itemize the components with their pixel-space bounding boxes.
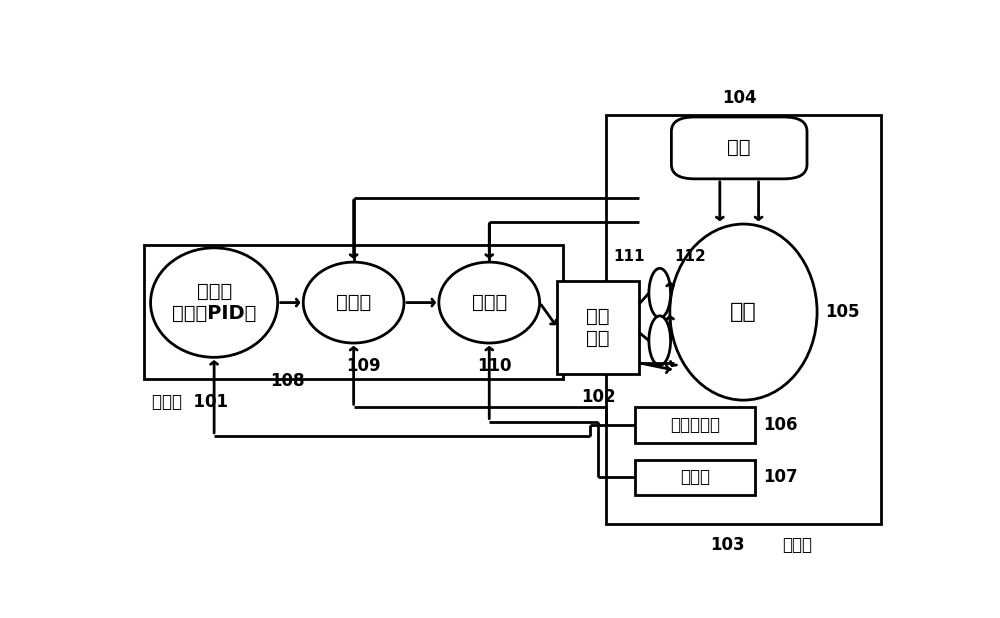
Text: 电位计: 电位计 (680, 468, 710, 486)
Ellipse shape (151, 248, 278, 357)
Ellipse shape (303, 262, 404, 343)
Text: 110: 110 (478, 357, 512, 375)
Bar (144, 245, 563, 379)
Text: 电机: 电机 (730, 302, 757, 322)
Text: 电源: 电源 (727, 138, 751, 158)
Text: 电流环: 电流环 (472, 293, 507, 312)
Ellipse shape (649, 268, 671, 318)
Ellipse shape (649, 316, 671, 365)
Bar (606, 114, 881, 524)
Text: 111: 111 (614, 248, 645, 263)
Text: 位置环
（专家PID）: 位置环 （专家PID） (172, 282, 256, 323)
Ellipse shape (670, 224, 817, 400)
Bar (635, 407, 755, 443)
Text: 速度环: 速度环 (336, 293, 371, 312)
FancyBboxPatch shape (671, 117, 807, 179)
Bar (557, 281, 639, 374)
Text: 105: 105 (825, 303, 859, 321)
Text: 106: 106 (763, 416, 797, 434)
Text: 112: 112 (674, 248, 706, 263)
Text: 107: 107 (763, 468, 797, 486)
Ellipse shape (439, 262, 540, 343)
Text: 作动器: 作动器 (782, 536, 812, 554)
Text: 103: 103 (710, 536, 745, 554)
Text: 旋转编码器: 旋转编码器 (670, 416, 720, 434)
Text: 109: 109 (346, 357, 380, 375)
Text: 控制器  101: 控制器 101 (152, 393, 228, 411)
Bar (635, 460, 755, 495)
Text: 驱动
电路: 驱动 电路 (586, 307, 610, 348)
Text: 102: 102 (581, 388, 615, 406)
Text: 104: 104 (722, 90, 757, 108)
Text: 108: 108 (270, 371, 304, 389)
